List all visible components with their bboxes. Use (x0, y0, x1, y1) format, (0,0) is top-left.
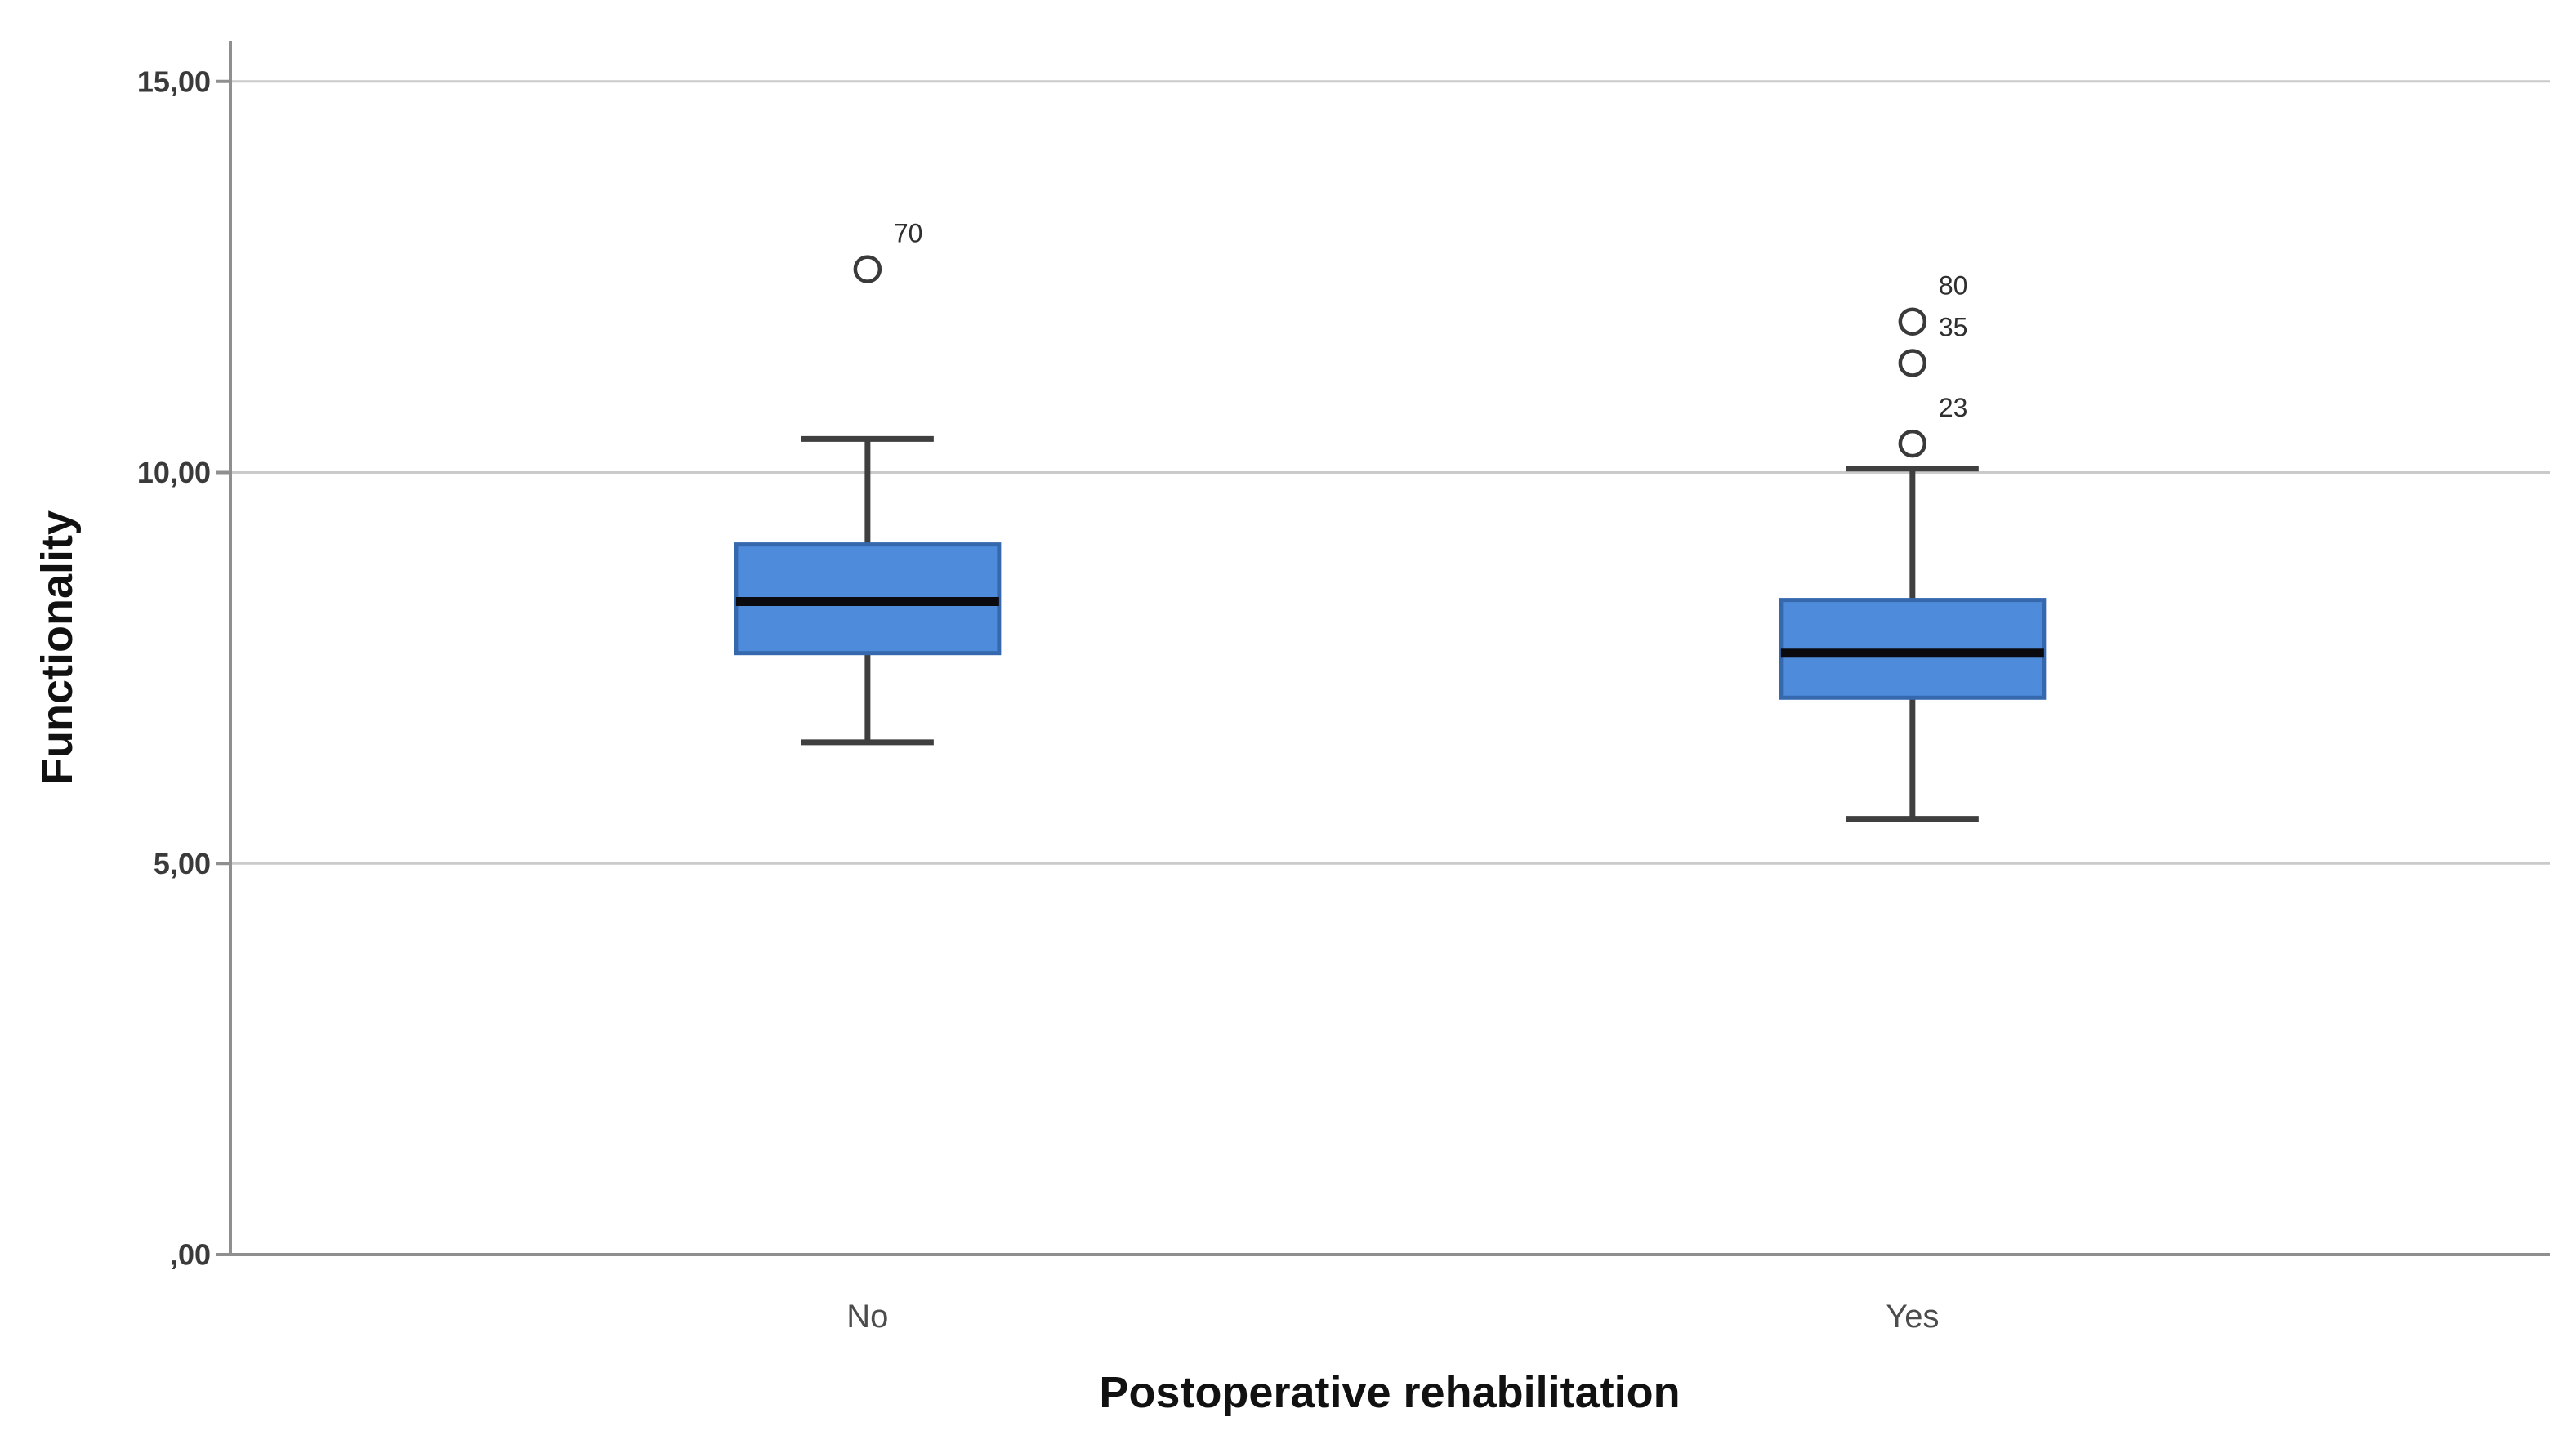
x-category-label: No (846, 1299, 888, 1335)
outlier-point (1898, 349, 1927, 377)
outlier-point (1898, 429, 1927, 458)
outlier-point (1898, 307, 1927, 336)
x-axis-title: Postoperative rehabilitation (1099, 1368, 1681, 1417)
outlier-point (853, 255, 882, 283)
outlier-label: 70 (894, 219, 923, 248)
y-tick-label: 5,00 (154, 847, 211, 880)
outlier-label: 80 (1939, 271, 1968, 301)
y-tick-label: ,00 (170, 1238, 211, 1272)
y-axis-title: Functionality (33, 510, 82, 785)
y-tick-label: 10,00 (137, 456, 211, 489)
x-category-label: Yes (1886, 1299, 1939, 1335)
y-tick-label: 15,00 (137, 65, 211, 98)
outlier-label: 23 (1939, 393, 1968, 422)
outlier-label: 35 (1939, 312, 1968, 341)
